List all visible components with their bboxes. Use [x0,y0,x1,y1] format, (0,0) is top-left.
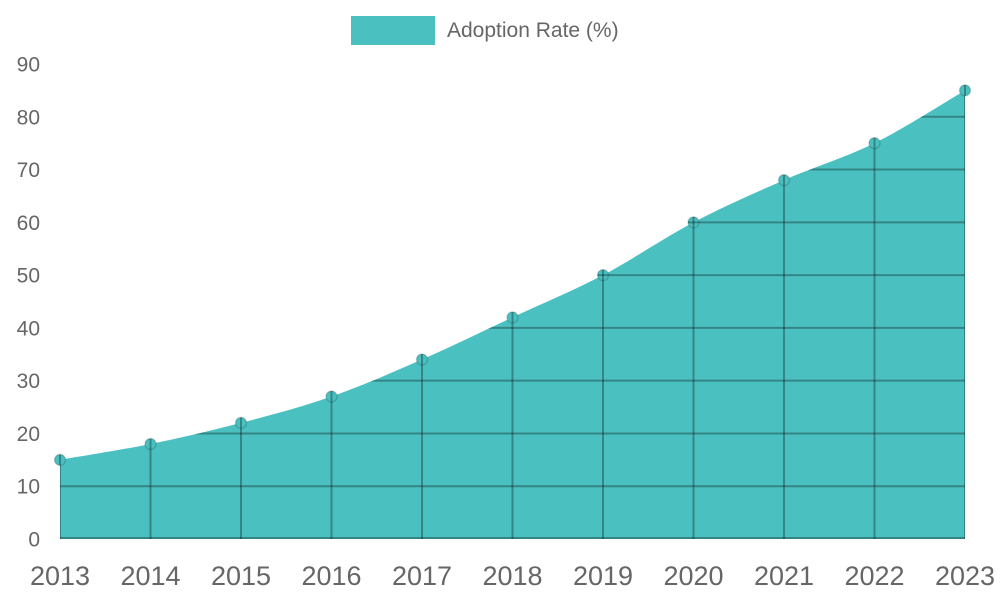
y-tick-label-20: 20 [17,423,40,446]
data-point-2013[interactable] [53,453,67,467]
y-tick-label-30: 30 [17,370,40,393]
data-point-2020[interactable] [687,216,700,229]
y-tick-label-0: 0 [28,529,40,552]
x-tick-label-2013: 2013 [30,561,90,591]
x-tick-label-2020: 2020 [663,561,723,591]
x-tick-label-2017: 2017 [392,561,452,591]
data-point-2015[interactable] [234,416,248,430]
x-tick-label-2022: 2022 [844,561,904,591]
data-point-2022[interactable] [868,136,881,150]
y-tick-label-80: 80 [17,106,40,129]
area-series [60,90,965,539]
y-tick-label-90: 90 [17,54,40,77]
y-tick-label-40: 40 [17,317,40,340]
x-tick-label-2023: 2023 [935,561,995,591]
y-tick-label-70: 70 [17,159,40,182]
y-tick-label-50: 50 [17,265,40,288]
x-tick-label-2018: 2018 [482,561,542,591]
data-point-2018[interactable] [506,311,519,324]
data-point-2017[interactable] [415,353,429,366]
legend-swatch [351,16,435,45]
data-point-2019[interactable] [596,268,610,282]
data-point-2016[interactable] [325,390,338,403]
x-tick-label-2019: 2019 [573,561,633,591]
data-point-2023[interactable] [958,84,972,97]
x-tick-label-2016: 2016 [301,561,361,591]
x-tick-label-2014: 2014 [120,561,180,591]
y-tick-label-10: 10 [17,476,40,499]
legend-label: Adoption Rate (%) [447,18,619,42]
data-point-2021[interactable] [777,173,791,187]
legend-item[interactable]: Adoption Rate (%) [351,16,619,45]
y-tick-label-60: 60 [17,212,40,235]
x-tick-label-2015: 2015 [211,561,271,591]
data-point-2014[interactable] [144,437,157,451]
x-tick-label-2021: 2021 [754,561,814,591]
